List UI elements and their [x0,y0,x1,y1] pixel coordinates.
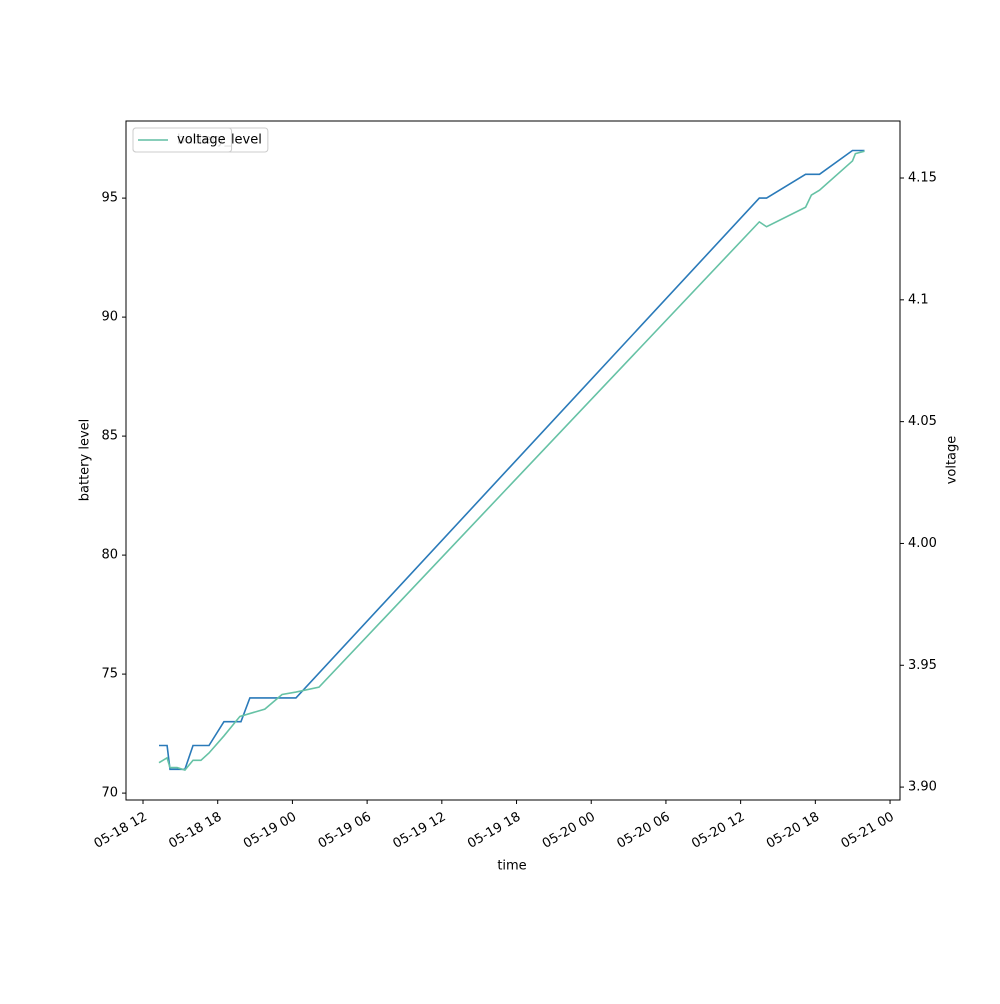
y-tick-label: 90 [101,310,118,325]
y2-tick-label: 4.15 [908,171,937,186]
x-tick-label: 05-20 06 [615,810,673,852]
y-tick-label: 75 [101,667,118,682]
legend-label: voltage [177,133,226,148]
data-line [158,149,865,771]
x-tick-label: 05-19 12 [390,810,448,852]
plot-frame [125,120,901,801]
y2-tick-label: 4.05 [908,414,937,429]
x-tick-label: 05-20 00 [540,810,598,852]
x-tick-label: 05-18 12 [92,810,150,852]
legend-box [132,127,233,153]
y-tick-label: 85 [101,429,118,444]
x-tick-label: 05-18 18 [166,810,224,852]
x-tick-label: 05-21 00 [839,810,897,852]
y2-tick-label: 3.95 [908,658,937,673]
x-tick-label: 05-19 06 [316,810,374,852]
x-tick-label: 05-19 00 [241,810,299,852]
y-axis-label: battery level [78,419,93,502]
y2-tick-label: 4.00 [908,536,937,551]
y-tick-label: 95 [101,191,118,206]
x-axis-label: time [497,859,526,874]
y2-tick-label: 4.1 [908,292,929,307]
x-tick-label: 05-20 12 [689,810,747,852]
data-line [158,150,865,771]
y-tick-label: 70 [101,786,118,801]
x-tick-label: 05-19 18 [465,810,523,852]
x-tick-label: 05-20 18 [764,810,822,852]
y-tick-label: 80 [101,548,118,563]
y2-axis-label: voltage [945,436,960,485]
y2-tick-label: 3.90 [908,780,937,795]
